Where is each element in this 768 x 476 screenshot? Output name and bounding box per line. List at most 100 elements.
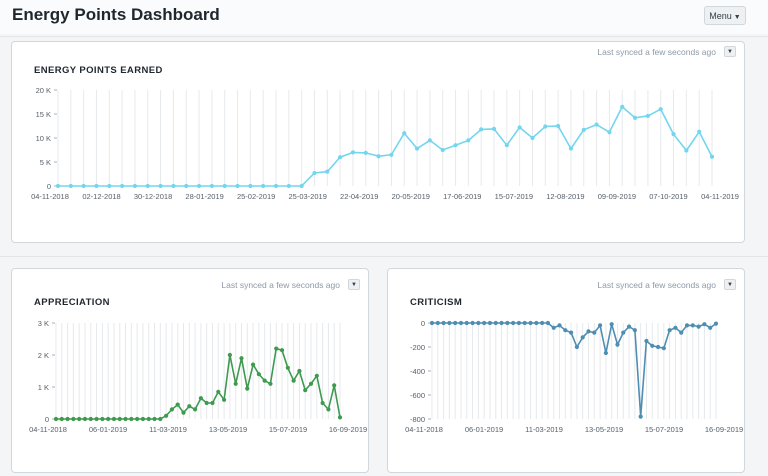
data-point <box>332 383 337 388</box>
data-point <box>655 344 661 350</box>
x-tick-label: 11-03-2019 <box>149 425 187 434</box>
x-tick-label: 04-11-2018 <box>405 425 443 434</box>
x-tick-label: 09-09-2019 <box>598 192 636 201</box>
data-point <box>100 416 105 422</box>
data-point <box>499 320 504 326</box>
data-point <box>569 330 574 335</box>
data-point <box>597 323 603 328</box>
card-options-dropdown[interactable]: ▼ <box>724 46 736 57</box>
y-tick-label: -200 <box>410 343 425 352</box>
data-point <box>111 416 117 422</box>
y-tick-label: 1 K <box>38 383 49 392</box>
last-synced-text: Last synced a few seconds ago <box>597 47 716 57</box>
data-point <box>175 402 180 407</box>
x-tick-label: 06-01-2019 <box>89 425 127 434</box>
data-point <box>440 147 445 153</box>
data-point <box>158 416 163 422</box>
appreciation-chart: 0 1 K 2 K 3 K 04-11-2018 06-01-2019 11-03-2019… <box>29 319 367 434</box>
card-options-dropdown[interactable]: ▼ <box>348 279 360 290</box>
data-point <box>171 183 176 189</box>
data-point <box>603 350 608 356</box>
x-tick-label: 28-01-2019 <box>185 192 223 201</box>
data-point <box>250 362 256 367</box>
y-tick-label: 15 K <box>36 110 51 119</box>
criticism-card: Last synced a few seconds ago ▼ CRITICIS… <box>387 268 745 473</box>
x-tick-label: 07-10-2019 <box>649 192 687 201</box>
data-point <box>684 148 689 153</box>
card-title: APPRECIATION <box>34 297 110 308</box>
data-point <box>376 154 381 159</box>
data-point <box>120 183 125 189</box>
data-point <box>164 413 169 418</box>
data-point <box>684 323 690 328</box>
last-synced-text: Last synced a few seconds ago <box>597 280 716 290</box>
data-point <box>389 152 394 157</box>
data-point <box>65 416 70 422</box>
data-point <box>204 400 209 406</box>
data-point <box>556 123 561 129</box>
data-point <box>233 381 238 386</box>
menu-button-label: Menu <box>709 11 732 21</box>
data-point <box>530 135 535 141</box>
data-point <box>106 416 111 422</box>
data-point <box>696 324 701 329</box>
x-tick-label: 15-07-2019 <box>269 425 307 434</box>
data-point <box>169 407 175 412</box>
data-point <box>227 352 232 358</box>
data-point <box>429 320 435 326</box>
y-tick-label: -400 <box>410 367 425 376</box>
data-point <box>123 416 128 422</box>
last-synced-text: Last synced a few seconds ago <box>221 280 340 290</box>
data-point <box>55 183 61 189</box>
data-point <box>545 320 551 326</box>
top-bar: Energy Points Dashboard Menu ▼ <box>0 0 768 34</box>
data-point <box>543 124 548 129</box>
x-tick-label: 15-07-2019 <box>495 192 533 201</box>
data-point <box>679 330 684 335</box>
x-tick-label: 16-09-2019 <box>705 425 743 434</box>
data-point <box>248 183 253 189</box>
series-line <box>58 105 713 187</box>
card-title: ENERGY POINTS EARNED <box>34 65 163 76</box>
data-point <box>273 183 279 189</box>
data-point <box>193 407 198 412</box>
data-point <box>516 320 522 326</box>
card-options-dropdown[interactable]: ▼ <box>724 279 736 290</box>
y-tick-label: -800 <box>410 415 425 424</box>
data-point <box>632 115 638 120</box>
x-tick-label: 12-08-2019 <box>546 192 584 201</box>
data-point <box>221 397 227 402</box>
x-tick-label: 15-07-2019 <box>645 425 683 434</box>
data-point <box>146 416 151 422</box>
data-point <box>274 346 279 351</box>
data-point <box>568 146 574 151</box>
data-point <box>261 183 266 189</box>
data-point <box>453 320 458 326</box>
data-point <box>140 416 146 422</box>
data-point <box>645 113 650 119</box>
data-point <box>479 127 484 132</box>
data-point <box>77 416 82 422</box>
data-point <box>632 328 637 333</box>
data-point <box>470 320 475 326</box>
data-point <box>667 328 672 333</box>
menu-button[interactable]: Menu ▼ <box>704 6 746 25</box>
data-point <box>702 322 707 327</box>
x-tick-label: 04-11-2018 <box>31 192 69 201</box>
data-point <box>245 386 250 391</box>
data-point <box>690 323 695 328</box>
data-point <box>285 365 290 370</box>
data-point <box>414 146 420 151</box>
data-point <box>279 348 285 353</box>
x-tick-label: 04-11-2019 <box>701 192 739 201</box>
x-tick-label: 11-03-2019 <box>525 425 563 434</box>
data-point <box>466 138 471 143</box>
y-tick-label: 0 <box>45 415 49 424</box>
data-point <box>644 338 649 344</box>
data-point <box>671 132 676 137</box>
data-point <box>708 325 713 330</box>
x-tick-label: 30-12-2018 <box>134 192 172 201</box>
data-point <box>615 342 620 347</box>
data-point <box>427 138 432 143</box>
